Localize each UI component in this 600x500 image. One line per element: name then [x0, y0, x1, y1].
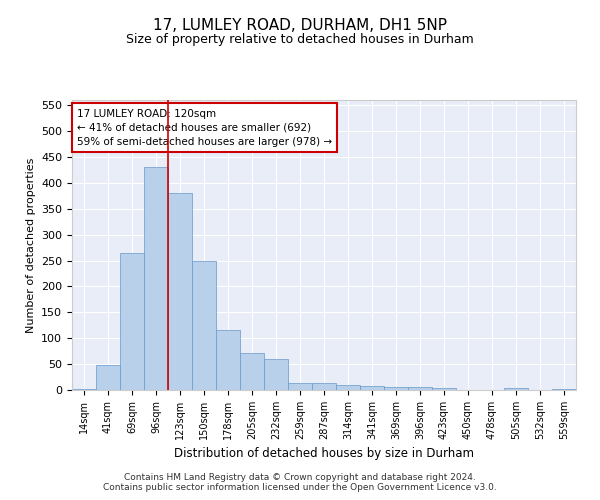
Text: 17, LUMLEY ROAD, DURHAM, DH1 5NP: 17, LUMLEY ROAD, DURHAM, DH1 5NP [153, 18, 447, 32]
Bar [504, 388, 528, 390]
Bar [312, 384, 336, 390]
Bar [144, 168, 168, 390]
Bar [72, 389, 96, 390]
Text: Contains public sector information licensed under the Open Government Licence v3: Contains public sector information licen… [103, 484, 497, 492]
Bar [360, 386, 384, 390]
Y-axis label: Number of detached properties: Number of detached properties [26, 158, 35, 332]
Bar [120, 253, 144, 390]
Bar [264, 359, 288, 390]
Bar [432, 388, 456, 390]
Bar [96, 365, 120, 390]
Text: Size of property relative to detached houses in Durham: Size of property relative to detached ho… [126, 32, 474, 46]
Bar [240, 352, 264, 390]
Bar [288, 383, 312, 390]
Bar [192, 260, 216, 390]
Text: Contains HM Land Registry data © Crown copyright and database right 2024.: Contains HM Land Registry data © Crown c… [124, 472, 476, 482]
Text: 17 LUMLEY ROAD: 120sqm
← 41% of detached houses are smaller (692)
59% of semi-de: 17 LUMLEY ROAD: 120sqm ← 41% of detached… [77, 108, 332, 146]
X-axis label: Distribution of detached houses by size in Durham: Distribution of detached houses by size … [174, 448, 474, 460]
Bar [408, 388, 432, 390]
Bar [216, 330, 240, 390]
Bar [384, 387, 408, 390]
Bar [552, 389, 576, 390]
Bar [168, 193, 192, 390]
Bar [336, 385, 360, 390]
